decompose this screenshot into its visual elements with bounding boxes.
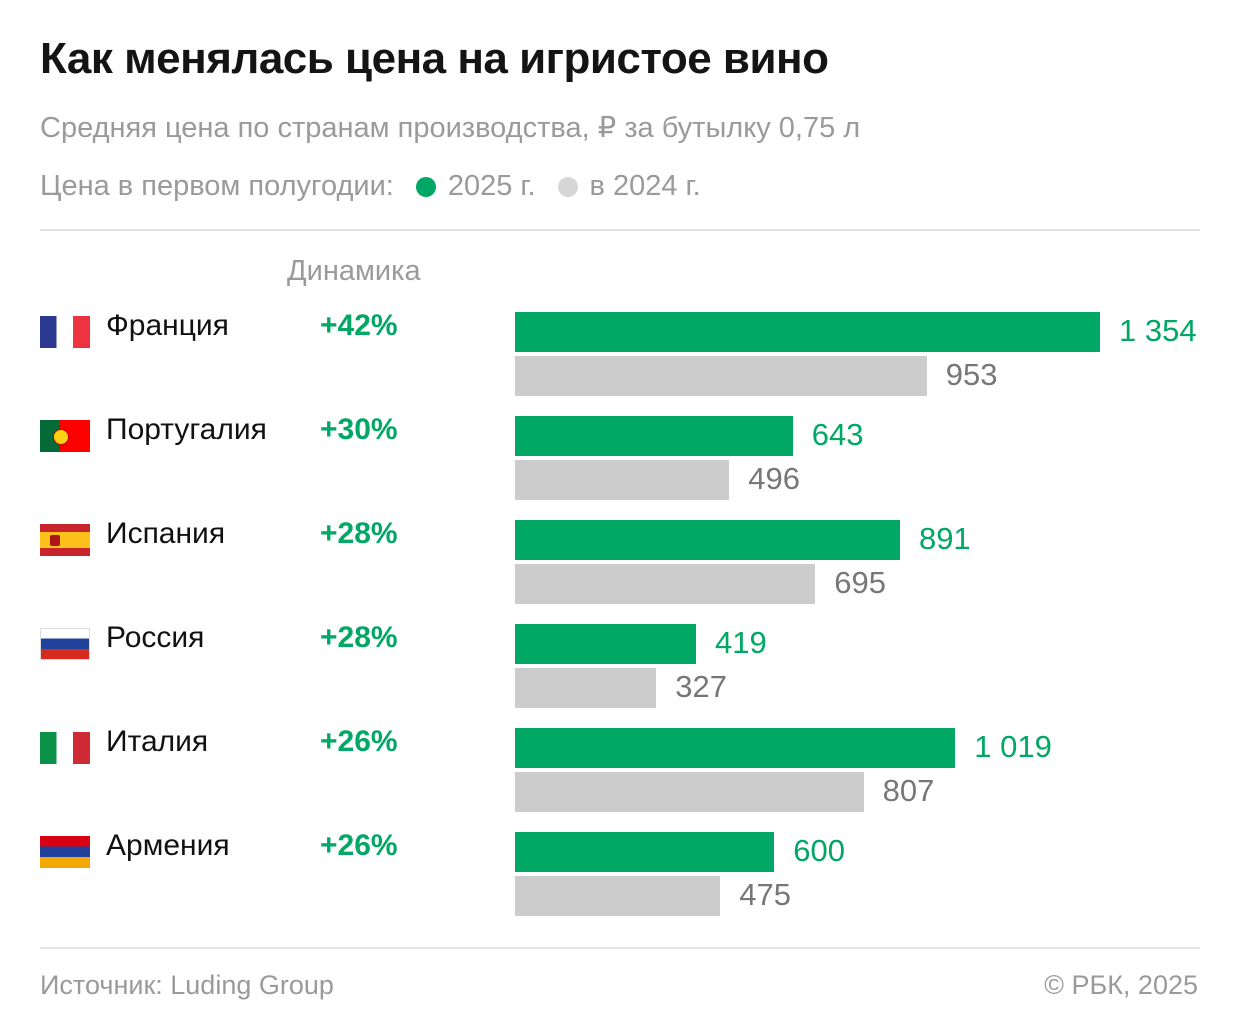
value-label-2025: 419	[715, 625, 767, 660]
spain-flag	[40, 524, 90, 556]
coat-of-arms-icon	[53, 429, 69, 445]
bar-2025	[515, 520, 900, 560]
bar-2024	[515, 876, 721, 916]
change-percent: +30%	[320, 413, 398, 446]
country-name: Россия	[106, 621, 205, 654]
france-flag	[40, 316, 90, 348]
bar-2025	[515, 312, 1100, 352]
value-label-2024: 496	[748, 461, 801, 496]
bar-2024	[515, 772, 864, 812]
change-percent: +28%	[320, 621, 398, 654]
country-name: Португалия	[106, 413, 267, 446]
value-label-2025: 1 354	[1119, 313, 1197, 348]
value-label-2024: 327	[675, 669, 728, 704]
divider-bottom	[40, 947, 1200, 949]
legend-item-2024: в 2024 г.	[589, 170, 701, 202]
value-label-2024: 953	[945, 357, 998, 392]
change-percent: +28%	[320, 517, 398, 550]
coat-of-arms-icon	[50, 535, 60, 546]
value-label-2025: 891	[918, 521, 971, 556]
russia-flag	[40, 628, 90, 660]
value-label-2024: 807	[882, 773, 935, 808]
change-percent: +26%	[320, 725, 398, 758]
bar-2024	[515, 668, 657, 708]
italy-flag	[40, 732, 90, 764]
bar-2025	[515, 416, 793, 456]
value-label-2025: 1 019	[974, 729, 1052, 764]
value-label-2025: 643	[811, 417, 864, 452]
country-name: Италия	[106, 725, 209, 758]
value-label-2025: 600	[793, 833, 845, 868]
value-label-2024: 695	[834, 565, 886, 600]
portugal-flag	[40, 420, 90, 452]
change-percent: +42%	[320, 309, 398, 342]
armenia-flag	[40, 836, 90, 868]
legend-item-2025: 2025 г.	[447, 170, 536, 202]
chart-subtitle: Средняя цена по странам производства, ₽ …	[40, 112, 861, 144]
value-label-2024: 475	[739, 877, 791, 912]
legend-label: Цена в первом полугодии:	[40, 170, 394, 202]
bar-2024	[515, 564, 816, 604]
bar-2025	[515, 832, 775, 872]
country-name: Армения	[106, 829, 230, 862]
chart-title: Как менялась цена на игристое вино	[40, 34, 829, 83]
dynamics-header: Динамика	[287, 255, 421, 287]
bar-2024	[515, 356, 927, 396]
legend-dot-2024	[557, 176, 578, 197]
bar-2025	[515, 728, 956, 768]
country-name: Франция	[106, 309, 229, 342]
country-name: Испания	[106, 517, 226, 550]
bar-2025	[515, 624, 697, 664]
change-percent: +26%	[320, 829, 398, 862]
copyright: © РБК, 2025	[1044, 970, 1198, 1000]
divider-top	[40, 229, 1200, 231]
legend-dot-2025	[415, 176, 436, 197]
legend: Цена в первом полугодии: 2025 г. в 2024 …	[40, 170, 701, 203]
bar-2024	[515, 460, 730, 500]
source-note: Источник: Luding Group	[40, 970, 334, 1000]
